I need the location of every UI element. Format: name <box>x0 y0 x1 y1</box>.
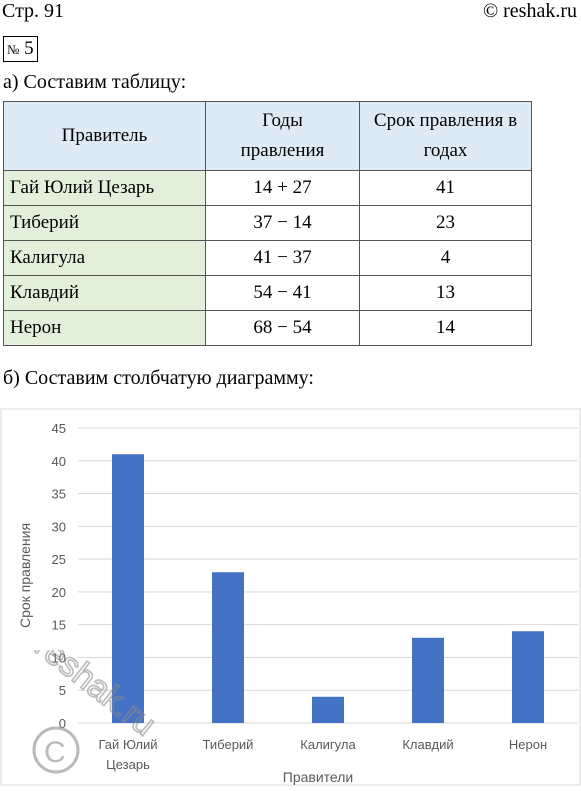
table-cell: 14 + 27 <box>205 170 360 206</box>
table-row: Калигула 41 − 37 4 <box>3 240 532 276</box>
y-axis-title: Срок правления <box>17 523 33 628</box>
y-tick-label: 35 <box>52 487 66 502</box>
y-tick-label: 20 <box>52 585 66 600</box>
table-row: Клавдий 54 − 41 13 <box>3 275 532 311</box>
watermark: reshak.ru C <box>0 626 200 791</box>
table-cell: 37 − 14 <box>205 205 360 241</box>
x-tick-label: Нерон <box>509 737 547 752</box>
table-row: Нерон 68 − 54 14 <box>3 310 532 346</box>
page-number: Стр. 91 <box>2 0 65 22</box>
table-cell: Гай Юлий Цезарь <box>3 170 206 206</box>
y-tick-label: 40 <box>52 454 66 469</box>
svg-text:C: C <box>44 736 66 769</box>
table-cell: 23 <box>359 205 532 241</box>
y-tick-label: 30 <box>52 519 66 534</box>
x-tick-label: Тиберий <box>203 737 254 752</box>
table-cell: Тиберий <box>3 205 206 241</box>
chart-frame <box>0 408 581 786</box>
table-cell: 4 <box>359 240 532 276</box>
table-cell: Калигула <box>3 240 206 276</box>
table-cell: 68 − 54 <box>205 310 360 346</box>
bar <box>412 637 444 723</box>
bar <box>112 454 144 723</box>
table-cell: Нерон <box>3 310 206 346</box>
x-tick-label: Калигула <box>300 737 356 752</box>
y-tick-label: 10 <box>52 650 66 665</box>
y-tick-label: 5 <box>59 683 66 698</box>
bar <box>312 696 344 723</box>
y-tick-label: 15 <box>52 618 66 633</box>
bar <box>512 631 544 723</box>
y-tick-label: 0 <box>59 716 66 731</box>
y-tick-label: 25 <box>52 552 66 567</box>
table-row: Тиберий 37 − 14 23 <box>3 205 532 241</box>
table-header-duration: Срок правления в годах <box>359 101 532 171</box>
x-tick-label: Клавдий <box>402 737 453 752</box>
task-number-badge: № 5 <box>3 36 38 62</box>
part-b-heading: б) Составим столбчатую диаграмму: <box>3 367 314 389</box>
table-header-years: Годы правления <box>205 101 360 171</box>
x-axis-title: Правители <box>283 769 353 785</box>
x-tick-label: Гай Юлий <box>98 737 157 752</box>
number-sign: № <box>7 42 20 57</box>
x-tick-label: Цезарь <box>106 757 150 772</box>
watermark-logo: reshak.ru C <box>27 626 164 774</box>
bar-chart: 0 5 10 15 20 25 30 35 40 45 Гай Юлий Цезарь Тиберий К… <box>0 408 581 786</box>
table-cell: Клавдий <box>3 275 206 311</box>
table-cell: 14 <box>359 310 532 346</box>
table-cell: 41 <box>359 170 532 206</box>
table-cell: 54 − 41 <box>205 275 360 311</box>
table-cell: 41 − 37 <box>205 240 360 276</box>
table-header-row: Правитель Годы правления Срок правления … <box>3 101 532 171</box>
task-number: 5 <box>24 38 34 59</box>
rulers-table: Правитель Годы правления Срок правления … <box>3 101 532 346</box>
table-cell: 13 <box>359 275 532 311</box>
table-row: Гай Юлий Цезарь 14 + 27 41 <box>3 170 532 206</box>
site-copyright: © reshak.ru <box>482 0 577 22</box>
part-a-heading: а) Составим таблицу: <box>3 71 187 93</box>
table-header-ruler: Правитель <box>3 101 206 171</box>
y-tick-label: 45 <box>52 421 66 436</box>
bar <box>212 572 244 723</box>
